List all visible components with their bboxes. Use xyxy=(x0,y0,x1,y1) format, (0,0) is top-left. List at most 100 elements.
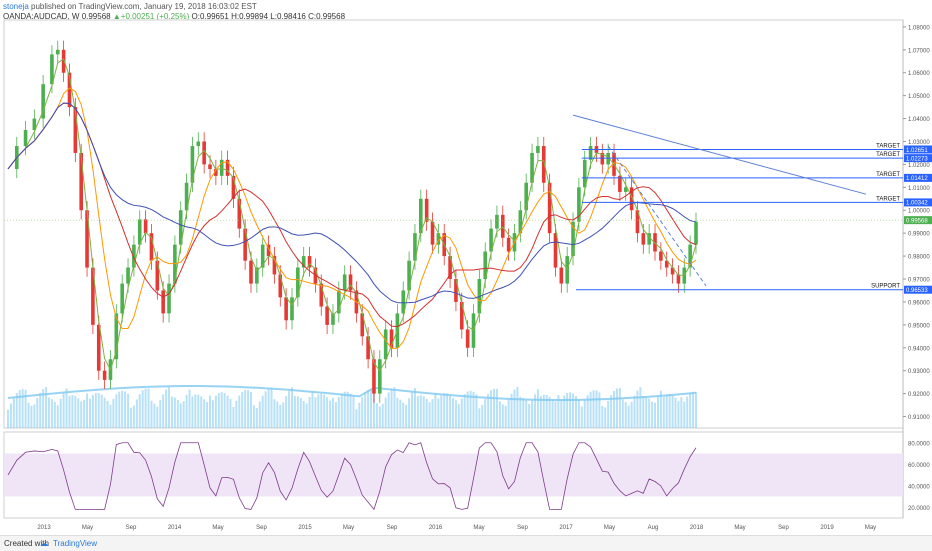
volume-bar xyxy=(645,396,648,428)
volume-bar xyxy=(36,398,39,428)
volume-bar xyxy=(411,392,414,428)
candle-body xyxy=(231,175,236,199)
publish-text: published on TradingView.com, January 19… xyxy=(31,2,257,11)
volume-bar xyxy=(296,396,299,428)
volume-bar xyxy=(566,393,569,428)
rsi-tick-label: 80.0000 xyxy=(908,441,930,447)
candle-body xyxy=(623,187,628,192)
volume-bar xyxy=(258,401,261,428)
volume-bar xyxy=(601,406,604,428)
volume-bar xyxy=(454,400,457,428)
candle-body xyxy=(41,84,45,119)
volume-bar xyxy=(179,403,182,428)
volume-bar xyxy=(466,391,469,428)
volume-bar xyxy=(367,390,370,428)
volume-bar xyxy=(592,390,595,428)
rsi-tick-label: 20.0000 xyxy=(908,506,930,512)
volume-bar xyxy=(323,394,326,428)
candle-body xyxy=(301,256,306,268)
candle-body xyxy=(348,274,353,291)
candle-body xyxy=(120,283,124,314)
volume-bar xyxy=(481,405,484,428)
volume-bar xyxy=(86,393,89,428)
volume-bar xyxy=(18,390,21,428)
y-tick-label: 1.08000 xyxy=(908,25,930,31)
volume-bar xyxy=(206,402,209,428)
volume-bar xyxy=(651,401,654,428)
volume-bar xyxy=(375,403,378,428)
volume-bar xyxy=(191,396,194,428)
candle-body xyxy=(126,267,130,284)
candle-body xyxy=(73,107,78,153)
x-tick-label: 2013 xyxy=(37,525,51,531)
volume-bar xyxy=(613,390,616,428)
candle-body xyxy=(524,182,528,211)
volume-bar xyxy=(135,399,138,428)
volume-bar xyxy=(513,389,516,428)
y-tick-label: 0.95000 xyxy=(908,323,930,329)
volume-bar xyxy=(282,402,285,428)
y-tick-label: 1.02000 xyxy=(908,163,930,169)
volume-bar xyxy=(21,389,24,428)
volume-bar xyxy=(247,390,250,428)
volume-bar xyxy=(279,404,282,428)
volume-bar xyxy=(15,392,18,428)
x-tick-label: Sep xyxy=(778,525,789,531)
tradingview-brand[interactable]: TradingView xyxy=(53,539,98,548)
volume-bar xyxy=(361,397,364,428)
volume-bar xyxy=(329,400,332,428)
volume-bar xyxy=(352,396,355,428)
ma-blue-line xyxy=(7,102,697,304)
volume-bar xyxy=(320,393,323,428)
candle-body xyxy=(266,244,271,257)
volume-bar xyxy=(290,387,293,428)
created-with-label: Created with xyxy=(4,539,49,548)
rsi-line xyxy=(7,442,697,511)
volume-bar xyxy=(443,393,446,428)
candle-body xyxy=(337,290,341,314)
volume-bar xyxy=(106,400,109,428)
volume-bar xyxy=(510,393,513,428)
volume-bar xyxy=(358,402,361,428)
candle-body xyxy=(360,313,365,337)
volume-bar xyxy=(533,394,536,428)
volume-bar xyxy=(428,402,431,428)
level-price-label: 1.00342 xyxy=(906,201,928,207)
level-label: SUPPORT xyxy=(871,284,900,290)
volume-bar xyxy=(226,395,229,428)
y-tick-label: 1.07000 xyxy=(908,48,930,54)
volume-bar xyxy=(308,396,311,428)
y-tick-label: 0.97000 xyxy=(908,278,930,284)
level-price-label: 1.02273 xyxy=(906,156,928,162)
volume-bar xyxy=(413,388,416,428)
ma-red-line xyxy=(7,102,697,328)
candle-body xyxy=(647,233,651,245)
volume-bar xyxy=(209,395,212,428)
chart-area[interactable]: 1.08000 1.07000 1.06000 1.05000 1.04000 1.030… xyxy=(0,0,932,535)
volume-bar xyxy=(197,394,200,428)
volume-bar xyxy=(531,400,534,428)
volume-bar xyxy=(390,388,393,428)
volume-bar xyxy=(449,395,452,428)
volume-bar xyxy=(185,394,188,428)
volume-bar xyxy=(299,397,302,428)
candle-body xyxy=(290,297,294,321)
candle-body xyxy=(67,72,72,108)
candle-body xyxy=(296,267,300,298)
author-link[interactable]: stoneja xyxy=(3,2,29,11)
volume-bar xyxy=(519,396,522,428)
volume-bar xyxy=(238,395,241,428)
volume-bar xyxy=(370,389,373,428)
tradingview-logo-icon[interactable]: ☁ xyxy=(40,539,48,548)
volume-bar xyxy=(285,396,288,428)
volume-bar xyxy=(642,396,645,428)
volume-bar xyxy=(604,407,607,428)
volume-bar xyxy=(229,398,232,428)
volume-bar xyxy=(560,399,563,428)
volume-bar xyxy=(393,387,396,428)
volume-bar xyxy=(677,401,680,428)
volume-bar xyxy=(244,390,247,428)
ma-orange-line xyxy=(7,87,697,349)
volume-bar xyxy=(232,407,235,428)
volume-bar xyxy=(492,388,495,428)
